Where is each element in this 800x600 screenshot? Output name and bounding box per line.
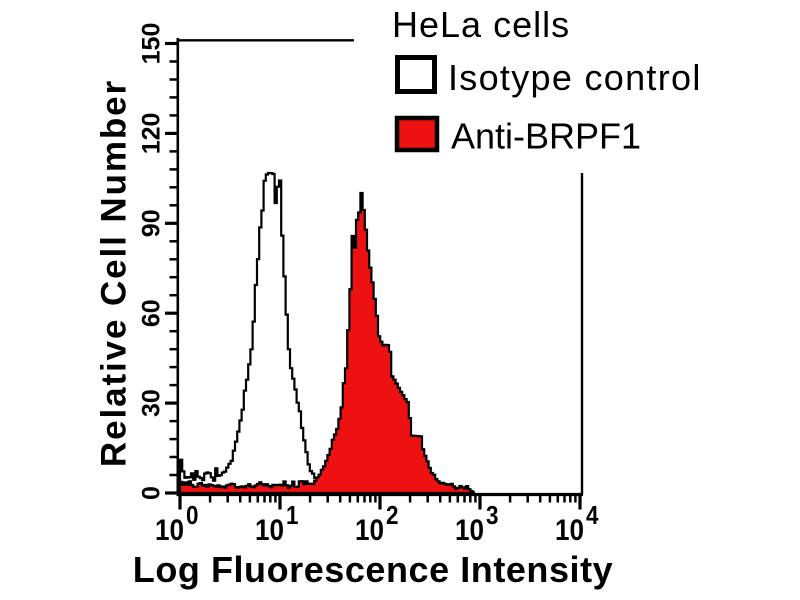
svg-text:90: 90 — [138, 209, 166, 237]
svg-text:1: 1 — [286, 500, 299, 530]
svg-text:Log Fluorescence Intensity: Log Fluorescence Intensity — [133, 549, 613, 590]
svg-text:10: 10 — [155, 514, 184, 547]
svg-text:150: 150 — [138, 23, 166, 65]
svg-text:0: 0 — [138, 486, 166, 500]
svg-text:30: 30 — [138, 389, 166, 417]
svg-text:10: 10 — [255, 514, 284, 547]
svg-text:Isotype control: Isotype control — [448, 57, 702, 98]
svg-text:10: 10 — [455, 514, 484, 547]
svg-text:10: 10 — [555, 514, 584, 547]
svg-text:4: 4 — [586, 500, 599, 530]
svg-text:60: 60 — [138, 299, 166, 327]
svg-text:0: 0 — [186, 500, 199, 530]
svg-text:2: 2 — [386, 500, 399, 530]
svg-text:Anti-BRPF1: Anti-BRPF1 — [451, 116, 641, 157]
svg-text:Relative Cell Number: Relative Cell Number — [95, 79, 134, 467]
svg-text:HeLa cells: HeLa cells — [392, 4, 570, 45]
svg-text:10: 10 — [355, 514, 384, 547]
svg-text:3: 3 — [486, 500, 499, 530]
svg-text:120: 120 — [138, 113, 166, 155]
